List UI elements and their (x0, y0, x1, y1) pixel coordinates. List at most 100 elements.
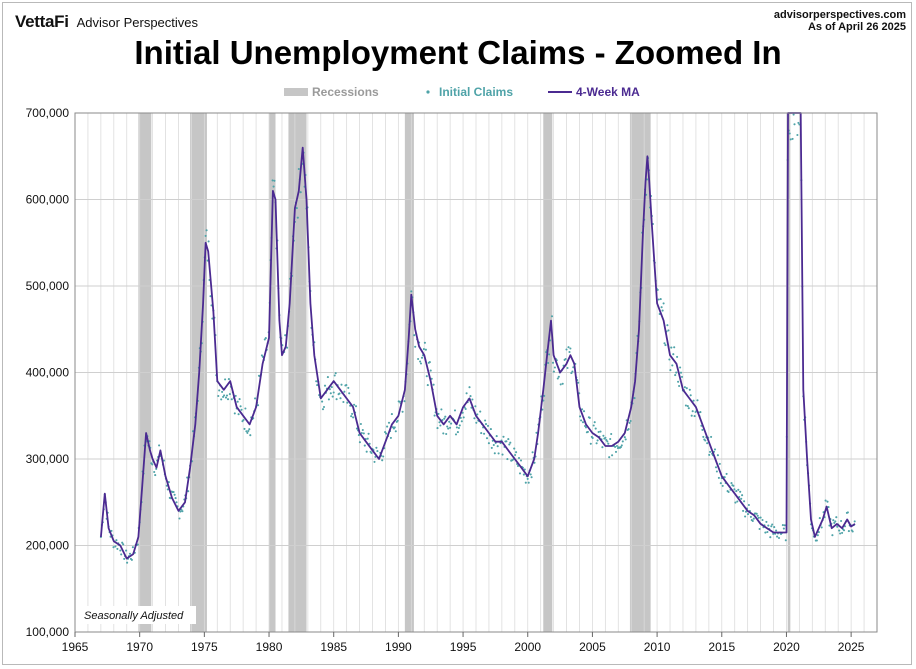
initial-claims-dot (624, 438, 627, 441)
initial-claims-dot (246, 431, 249, 434)
initial-claims-dot (363, 444, 366, 447)
initial-claims-dot (446, 425, 449, 428)
initial-claims-dot (245, 430, 248, 433)
initial-claims-dot (734, 501, 737, 504)
legend-swatch-initial-claims (426, 90, 430, 94)
initial-claims-dot (770, 525, 773, 528)
initial-claims-dot (340, 383, 343, 386)
initial-claims-dot (684, 404, 687, 407)
series-line-4-week-ma (100, 112, 856, 560)
initial-claims-dot (479, 410, 482, 413)
initial-claims-dot (222, 395, 225, 398)
initial-claims-dot (840, 519, 843, 523)
initial-claims-dot (702, 435, 705, 438)
initial-claims-dot (744, 510, 748, 513)
initial-claims-dot (672, 353, 675, 356)
initial-claims-dot (557, 375, 560, 378)
initial-claims-dot (256, 404, 260, 407)
initial-claims-dot (487, 442, 490, 445)
initial-claims-dot (458, 424, 461, 427)
initial-claims-dot (678, 384, 681, 388)
initial-claims-dot (676, 355, 679, 358)
source-website: advisorperspectives.com (773, 9, 906, 21)
initial-claims-dot (513, 447, 516, 450)
initial-claims-dot (254, 397, 257, 400)
initial-claims-dot (384, 431, 387, 434)
initial-claims-dot (791, 137, 794, 140)
initial-claims-dot (669, 369, 672, 372)
initial-claims-dot (351, 412, 354, 415)
initial-claims-dot (773, 526, 776, 529)
initial-claims-dot (547, 361, 550, 365)
initial-claims-dot (394, 430, 397, 433)
initial-claims-dot (419, 362, 423, 365)
initial-claims-dot (757, 516, 760, 519)
initial-claims-dot (382, 455, 385, 458)
initial-claims-dot (114, 545, 117, 548)
y-tick-label: 700,000 (26, 106, 70, 120)
initial-claims-dot (742, 509, 745, 512)
initial-claims-dot (569, 347, 572, 350)
initial-claims-dot (629, 419, 632, 423)
initial-claims-dot (385, 432, 388, 435)
initial-claims-dot (737, 488, 740, 491)
initial-claims-dot (358, 441, 361, 444)
initial-claims-dot (756, 514, 759, 517)
initial-claims-dot (836, 525, 839, 528)
seasonally-adjusted-label: Seasonally Adjusted (84, 610, 184, 622)
initial-claims-dot (348, 392, 351, 395)
initial-claims-dot (465, 392, 468, 395)
initial-claims-dot (611, 454, 614, 457)
initial-claims-dot (326, 376, 329, 379)
initial-claims-dot (329, 392, 332, 395)
initial-claims-dot (220, 398, 223, 401)
initial-claims-dot (328, 388, 331, 391)
initial-claims-dot (556, 377, 559, 380)
initial-claims-dot (620, 444, 623, 447)
initial-claims-dot (675, 371, 678, 374)
initial-claims-dot (719, 482, 722, 485)
initial-claims-dot (386, 425, 389, 428)
initial-claims-dot (179, 510, 182, 513)
legend-swatch-recessions (284, 88, 308, 96)
initial-claims-dot (609, 437, 612, 441)
initial-claims-dot (158, 444, 161, 447)
initial-claims-dot (677, 380, 680, 383)
annotation-background (78, 606, 196, 624)
x-tick-label: 1985 (320, 640, 347, 654)
initial-claims-dot (566, 366, 569, 370)
initial-claims-dot (552, 370, 555, 373)
y-tick-label: 400,000 (26, 366, 70, 380)
x-tick-label: 1965 (62, 640, 89, 654)
initial-claims-dot (330, 386, 333, 389)
initial-claims-dot (243, 427, 246, 430)
initial-claims-dot (209, 295, 212, 298)
initial-claims-dot (735, 490, 738, 493)
initial-claims-dot (345, 384, 348, 387)
initial-claims-dot (615, 444, 619, 448)
initial-claims-dot (834, 520, 837, 523)
initial-claims-dot (166, 488, 169, 491)
initial-claims-dot (771, 523, 774, 526)
initial-claims-dot (581, 421, 585, 424)
initial-claims-dot (175, 501, 178, 504)
initial-claims-dot (456, 431, 459, 434)
initial-claims-dot (767, 524, 770, 527)
initial-claims-dot (715, 470, 718, 473)
initial-claims-dot (448, 420, 451, 423)
initial-claims-dot (838, 529, 841, 532)
initial-claims-dot (824, 499, 827, 502)
initial-claims-dot (515, 451, 518, 454)
initial-claims-dot (449, 426, 452, 429)
initial-claims-dot (121, 541, 124, 544)
initial-claims-dot (207, 240, 210, 243)
initial-claims-dot (224, 396, 228, 399)
initial-claims-dot (783, 524, 786, 527)
initial-claims-dot (604, 436, 607, 439)
initial-claims-dot (316, 384, 319, 387)
initial-claims-dot (508, 443, 511, 446)
initial-claims-dot (567, 346, 570, 349)
initial-claims-dot (473, 417, 476, 420)
initial-claims-dot (381, 459, 384, 462)
initial-claims-dot (454, 433, 458, 436)
